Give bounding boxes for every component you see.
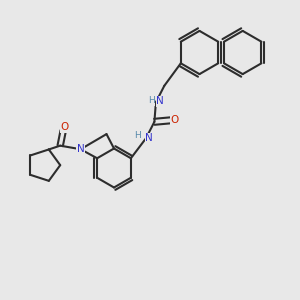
- Text: H: H: [148, 96, 154, 105]
- Text: N: N: [145, 133, 153, 143]
- Text: O: O: [61, 122, 69, 132]
- Text: N: N: [156, 96, 164, 106]
- Text: O: O: [170, 115, 178, 125]
- Text: H: H: [134, 131, 141, 140]
- Text: N: N: [77, 144, 85, 154]
